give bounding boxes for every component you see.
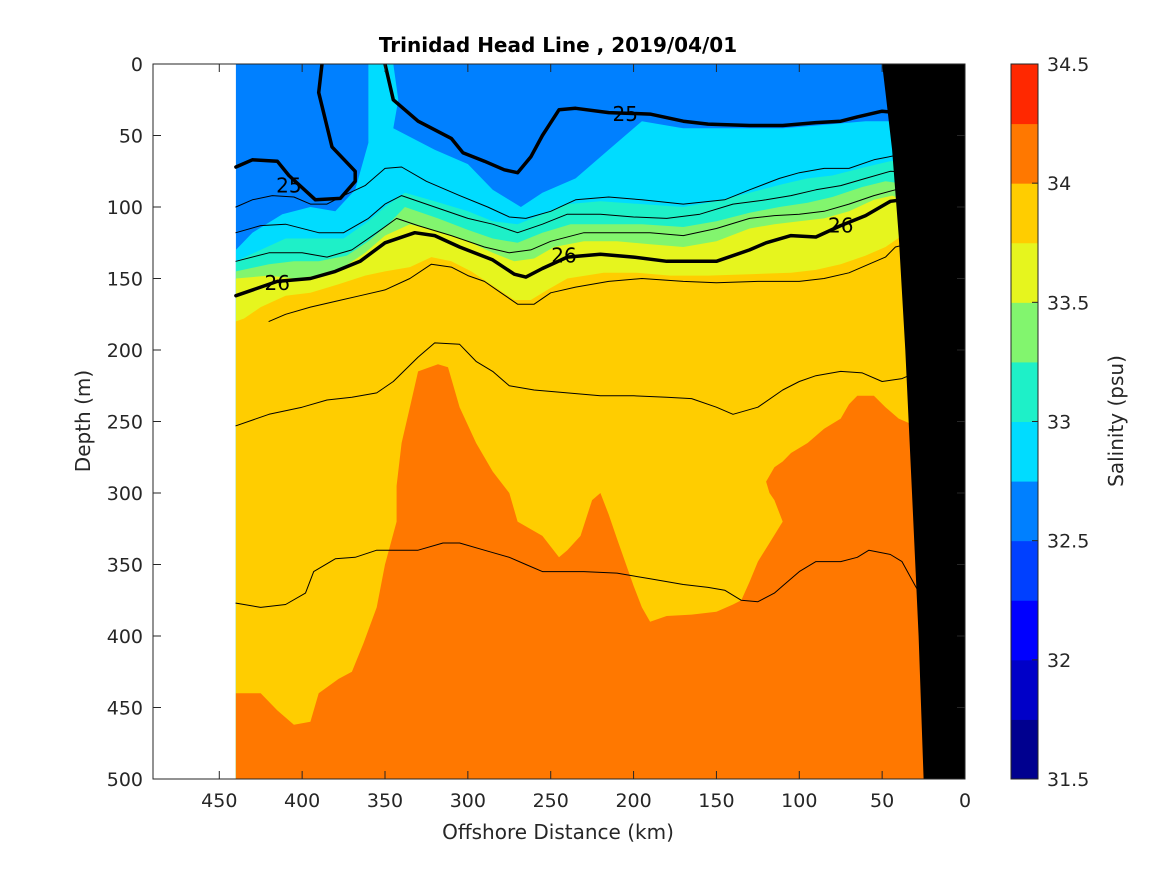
y-tick-label: 500 <box>107 769 143 791</box>
x-tick-label: 300 <box>450 790 486 812</box>
colorbar-segment <box>1011 64 1038 125</box>
contour-label-26: 26 <box>551 244 576 268</box>
y-tick-label: 200 <box>107 340 143 362</box>
density-contour-25 <box>234 64 357 202</box>
colorbar-tick-label: 31.5 <box>1047 769 1089 791</box>
density-contour-thin <box>235 342 949 427</box>
colorbar-tick-label: 32.5 <box>1047 531 1089 553</box>
seafloor-bathymetry <box>882 64 965 779</box>
colorbar-segment <box>1011 361 1038 422</box>
x-tick-label: 100 <box>781 790 817 812</box>
y-tick-label: 400 <box>107 626 143 648</box>
colorbar-tick-label: 34.5 <box>1047 54 1089 76</box>
colorbar-segment <box>1011 600 1038 661</box>
x-axis: 450 400 350 300 250 200 150 100 50 0 <box>201 64 971 812</box>
density-contour-thin <box>235 155 949 219</box>
x-tick-label: 150 <box>698 790 734 812</box>
chart-title: Trinidad Head Line , 2019/04/01 <box>379 33 737 57</box>
colorbar-tick-label: 33.5 <box>1047 292 1089 314</box>
colorbar-segment <box>1011 183 1038 244</box>
contour-label-25: 25 <box>613 102 638 126</box>
density-contour-thin <box>268 243 949 322</box>
y-tick-label: 100 <box>107 197 143 219</box>
colorbar-tick-label: 34 <box>1047 173 1071 195</box>
colorbar-segment <box>1011 242 1038 303</box>
colorbar-segment <box>1011 540 1038 601</box>
contour-label-25: 25 <box>911 106 936 130</box>
colorbar-tick-label: 33 <box>1047 412 1071 434</box>
colorbar-segment <box>1011 659 1038 720</box>
y-tick-label: 250 <box>107 412 143 434</box>
x-tick-label: 450 <box>201 790 237 812</box>
density-contour-thin <box>235 189 949 262</box>
x-tick-label: 200 <box>615 790 651 812</box>
colorbar-segment <box>1011 481 1038 542</box>
y-axis: 0 50 100 150 200 250 300 350 400 450 500 <box>107 54 965 791</box>
colorbar-tick-label: 32 <box>1047 650 1071 672</box>
colorbar-label: Salinity (psu) <box>1104 355 1128 487</box>
x-tick-label: 250 <box>533 790 569 812</box>
x-tick-label: 0 <box>959 790 971 812</box>
density-contour-thin <box>235 170 949 234</box>
y-tick-label: 150 <box>107 269 143 291</box>
colorbar-segment <box>1011 421 1038 482</box>
colorbar-segment <box>1011 302 1038 363</box>
y-axis-label: Depth (m) <box>71 370 95 472</box>
contour-label-26: 26 <box>828 214 853 238</box>
y-tick-label: 0 <box>131 54 143 76</box>
density-contour-25 <box>383 64 951 175</box>
y-tick-label: 450 <box>107 698 143 720</box>
y-tick-label: 350 <box>107 555 143 577</box>
colorbar: 34.5 34 33.5 33 32.5 32 31.5 <box>1010 54 1089 791</box>
y-tick-label: 50 <box>119 126 143 148</box>
x-tick-label: 400 <box>284 790 320 812</box>
colorbar-segment <box>1011 719 1038 780</box>
colorbar-segment <box>1011 123 1038 184</box>
contour-label-25: 25 <box>276 174 301 198</box>
x-tick-label: 350 <box>367 790 403 812</box>
y-tick-label: 300 <box>107 483 143 505</box>
density-contour-26 <box>234 198 951 298</box>
contour-label-26: 26 <box>265 271 290 295</box>
x-axis-label: Offshore Distance (km) <box>442 820 674 844</box>
x-tick-label: 50 <box>870 790 894 812</box>
density-contour-thin <box>235 542 949 608</box>
plot-area: 25 25 25 26 26 26 <box>152 63 966 780</box>
